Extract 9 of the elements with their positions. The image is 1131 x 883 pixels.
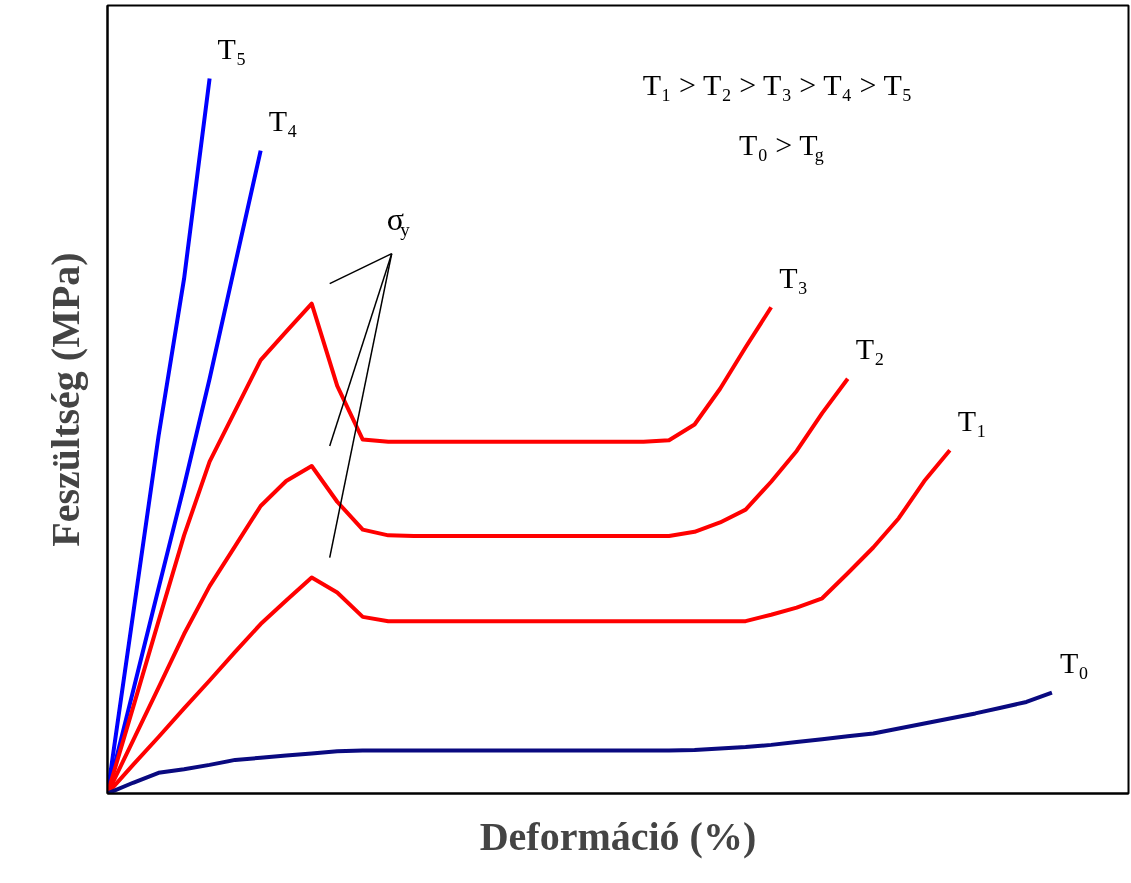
series-label: T₀ bbox=[1059, 646, 1089, 680]
series-label: T₄ bbox=[268, 104, 298, 138]
series-label: T₁ bbox=[957, 403, 987, 437]
annotation: T₁ > T₂ > T₃ > T₄ > T₅ bbox=[642, 67, 913, 101]
series-label: T₃ bbox=[779, 260, 808, 294]
series-label: T₂ bbox=[855, 332, 885, 366]
series-label: T₅ bbox=[217, 31, 247, 65]
y-axis-title: Feszültség (MPa) bbox=[42, 252, 88, 547]
x-axis-title: Deformáció (%) bbox=[479, 813, 757, 859]
